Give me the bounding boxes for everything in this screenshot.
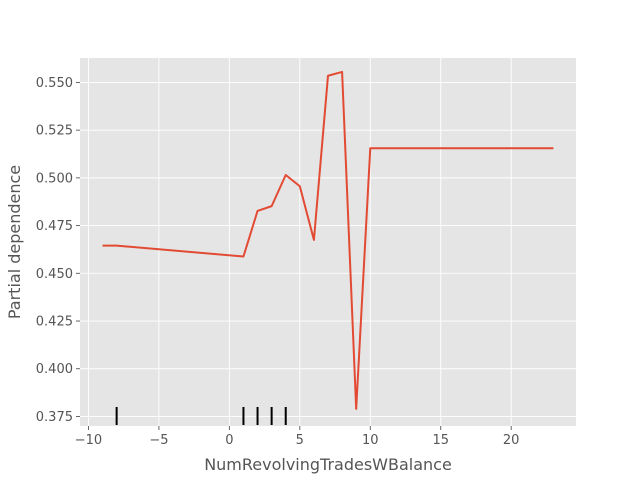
x-tick-label: 20 (503, 433, 520, 448)
x-tick-label: 10 (362, 433, 379, 448)
rug-layer (115, 407, 287, 425)
x-tick-label: −10 (75, 433, 102, 448)
y-tick-label: 0.475 (36, 219, 73, 234)
y-tick-label: 0.450 (36, 267, 73, 282)
tick-layer: −10 −5 0 5 10 15 20 0.375 0.400 0.425 0.450 0.475 0.… (36, 76, 520, 448)
y-tick-label: 0.525 (36, 124, 73, 139)
y-tick-label: 0.375 (36, 410, 73, 425)
x-tick-label: 0 (225, 433, 233, 448)
series-line (102, 70, 554, 410)
x-tick-label: −5 (149, 433, 168, 448)
series-layer (102, 70, 554, 410)
y-tick-label: 0.400 (36, 362, 73, 377)
x-axis-label: NumRevolvingTradesWBalance (204, 455, 452, 474)
plot-area (80, 58, 576, 426)
y-tick-label: 0.425 (36, 315, 73, 330)
y-tick-label: 0.550 (36, 76, 73, 91)
x-tick-label: 15 (432, 433, 449, 448)
x-tick-label: 5 (296, 433, 304, 448)
y-axis-label: Partial dependence (5, 165, 24, 319)
y-tick-label: 0.500 (36, 171, 73, 186)
